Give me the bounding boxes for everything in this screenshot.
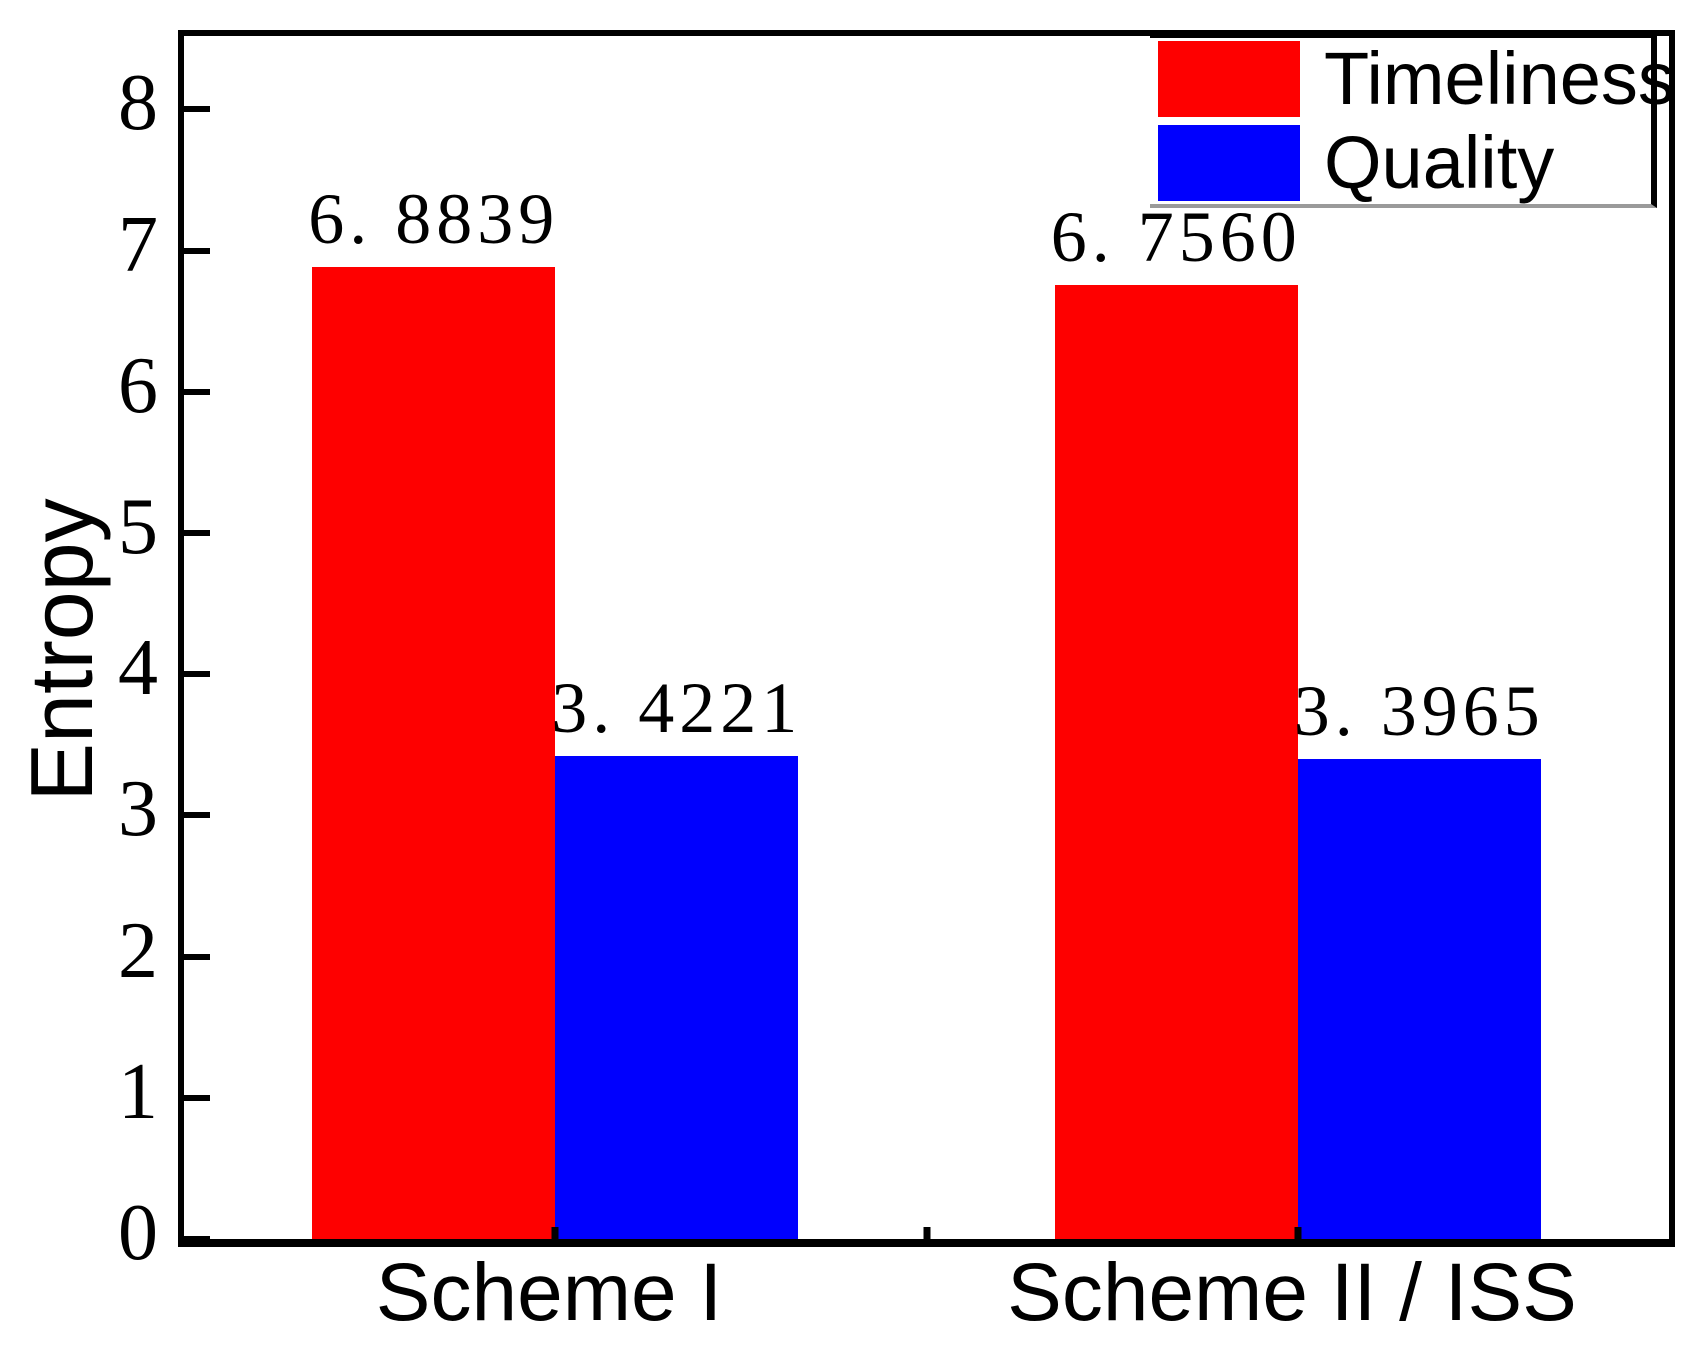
bar-value-label: 3. 3965 <box>1293 671 1545 752</box>
y-tick-label: 6 <box>118 341 158 430</box>
y-axis-tick <box>184 1236 210 1242</box>
x-axis-tick <box>551 1227 559 1239</box>
y-axis-tick <box>184 388 210 395</box>
y-tick-label: 8 <box>118 59 158 148</box>
y-axis-tick <box>184 812 210 819</box>
timeliness-swatch-icon <box>1158 41 1300 117</box>
x-axis-tick <box>1294 1227 1302 1239</box>
x-axis-tick <box>923 1227 930 1239</box>
legend-item-timeliness: Timeliness <box>1158 41 1675 117</box>
x-category-label-scheme-1: Scheme I <box>375 1247 723 1338</box>
y-tick-label: 1 <box>118 1047 158 1136</box>
bar-value-label: 6. 8839 <box>308 179 560 260</box>
bar-value-label: 6. 7560 <box>1050 197 1302 278</box>
legend-label-quality: Quality <box>1324 121 1555 204</box>
y-axis-tick <box>184 671 210 678</box>
y-axis-tick <box>184 530 210 536</box>
y-axis-tick <box>184 247 210 254</box>
bar-value-label: 3. 4221 <box>551 667 803 748</box>
x-category-label-scheme-2-iss: Scheme II / ISS <box>1007 1247 1577 1338</box>
legend-item-quality: Quality <box>1158 125 1651 201</box>
y-tick-label: 0 <box>118 1189 158 1277</box>
bar-timeliness-1 <box>312 267 556 1239</box>
plot-area: 6. 8839 3. 4221 6. 7560 3. 3965 <box>178 30 1675 1247</box>
bar-quality-2 <box>1297 759 1541 1239</box>
bar-quality-1 <box>555 755 799 1239</box>
y-axis-tick <box>184 106 210 113</box>
legend: Timeliness Quality <box>1150 30 1675 208</box>
y-axis-tick <box>184 1094 210 1101</box>
y-tick-label: 7 <box>118 200 158 289</box>
y-tick-label: 3 <box>118 765 158 854</box>
y-axis-tick <box>184 953 210 960</box>
y-tick-label: 5 <box>118 483 158 571</box>
y-tick-label: 4 <box>118 624 158 713</box>
y-tick-label: 2 <box>118 906 158 995</box>
bar-timeliness-2 <box>1054 285 1298 1239</box>
quality-swatch-icon <box>1158 125 1300 201</box>
legend-label-timeliness: Timeliness <box>1324 37 1675 120</box>
